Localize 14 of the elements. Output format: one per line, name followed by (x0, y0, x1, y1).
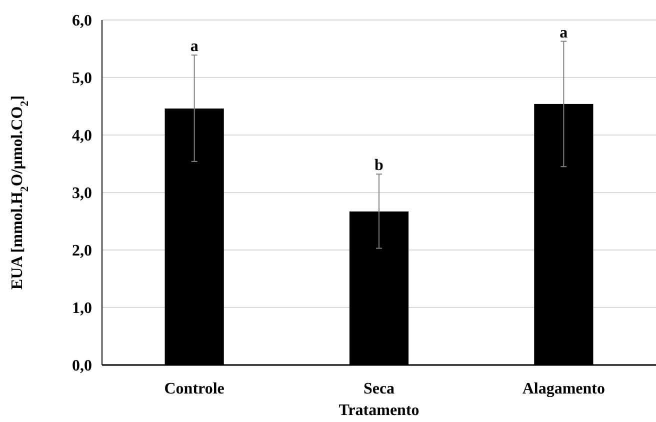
x-axis-title: Tratamento (338, 402, 420, 419)
y-tick-label: 3,0 (72, 185, 92, 202)
x-tick-label: Seca (363, 380, 395, 398)
annotation: a (190, 38, 198, 56)
y-tick-label: 0,0 (72, 358, 92, 375)
x-tick-label: Controle (164, 380, 224, 398)
y-tick-label: 1,0 (72, 300, 92, 318)
y-tick-label: 2,0 (72, 242, 92, 260)
x-tick-label: Alagamento (522, 380, 605, 398)
y-tick-label: 4,0 (72, 128, 92, 145)
annotation: b (374, 157, 384, 174)
annotation: a (560, 24, 568, 42)
y-tick-label: 5,0 (72, 70, 92, 88)
y-tick-label: 6,0 (72, 12, 92, 30)
